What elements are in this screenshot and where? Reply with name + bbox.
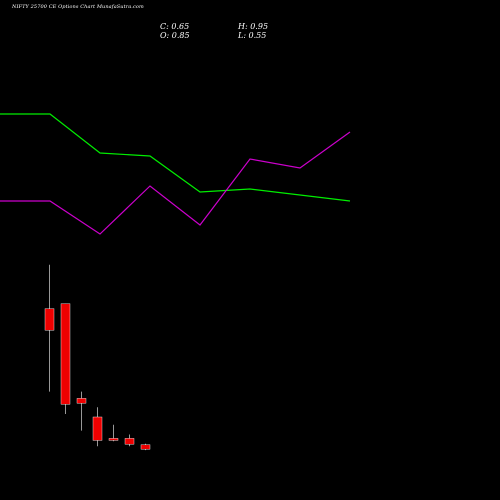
- magenta-series-line: [0, 131, 351, 235]
- candle-body: [124, 438, 135, 445]
- low-label: L: 0.55: [238, 31, 267, 40]
- candle: [92, 407, 103, 447]
- candle-body: [44, 308, 55, 331]
- candle-body: [140, 444, 151, 450]
- high-label: H: 0.95: [238, 22, 269, 31]
- open-label: O: 0.85: [160, 31, 190, 40]
- close-label: C: 0.65: [160, 22, 190, 31]
- candle: [124, 434, 135, 447]
- candle-body: [76, 398, 87, 404]
- candlestick-chart: [44, 264, 151, 451]
- candle: [108, 424, 119, 442]
- candle: [60, 303, 71, 414]
- candle: [76, 391, 87, 431]
- green-series-line: [0, 113, 351, 202]
- candle: [44, 264, 55, 392]
- candle: [140, 443, 151, 451]
- chart-title: NIFTY 25700 CE Options Chart MunafaSutra…: [12, 4, 144, 10]
- line-chart: [0, 113, 351, 235]
- candle-body: [60, 303, 71, 405]
- candle-body: [108, 438, 119, 441]
- candle-body: [92, 416, 103, 441]
